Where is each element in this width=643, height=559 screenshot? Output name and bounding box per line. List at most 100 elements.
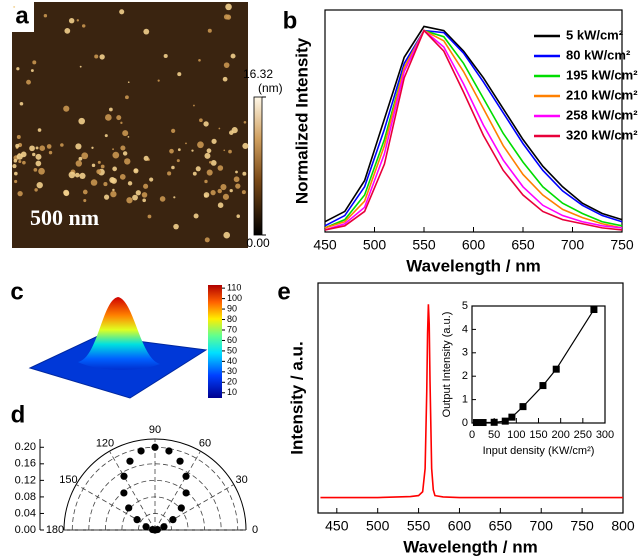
particle: [125, 95, 129, 100]
legend-label: 210 kW/cm²: [566, 87, 638, 102]
particle: [46, 144, 52, 149]
particle: [35, 160, 42, 167]
polar-spoke: [109, 450, 156, 531]
particle: [177, 72, 182, 77]
x-tick-label: 50: [488, 429, 500, 441]
data-point: [160, 523, 168, 531]
x-axis-title: Wavelength / nm: [406, 256, 540, 275]
y-axis-title: Intensity / a.u.: [287, 341, 306, 454]
data-point: [508, 413, 516, 421]
particle: [207, 28, 212, 33]
particle: [193, 213, 199, 219]
data-point: [479, 419, 487, 427]
data-point: [165, 447, 173, 455]
y-tick-label: 3: [462, 347, 468, 359]
particle: [122, 151, 128, 156]
y-tick-label: 2: [462, 370, 468, 382]
colorbar-tick-label: 0.00: [246, 236, 270, 250]
r-tick-label: 0.04: [15, 507, 36, 519]
particle: [75, 160, 82, 167]
particle: [103, 182, 108, 187]
particle: [127, 181, 133, 186]
particle: [103, 194, 110, 200]
particle: [211, 138, 217, 144]
particle: [243, 120, 247, 124]
particle: [43, 14, 48, 18]
x-tick-label: 500: [363, 237, 387, 253]
particle: [76, 19, 79, 22]
legend-label: 5 kW/cm²: [566, 27, 624, 42]
x-tick-label: 700: [530, 518, 554, 534]
colorbar-tick-label: 110: [227, 283, 241, 293]
data-point: [177, 504, 185, 512]
particle: [19, 101, 24, 106]
panel-label: c: [10, 278, 23, 305]
particle: [206, 169, 213, 176]
particle: [143, 183, 149, 189]
data-point: [137, 447, 145, 455]
particle: [135, 190, 141, 196]
particle: [63, 105, 70, 112]
series-line: [324, 29, 623, 229]
data-point: [182, 489, 190, 497]
particle: [60, 143, 64, 147]
particle: [195, 166, 201, 172]
x-tick-label: 650: [489, 518, 513, 534]
colorbar: [253, 96, 263, 236]
particle: [78, 156, 83, 161]
theta-tick-label: 30: [235, 474, 247, 486]
data-point: [501, 417, 509, 425]
colorbar-tick-label: 20: [227, 377, 237, 387]
particle: [75, 143, 82, 150]
colorbar-tick-label: 80: [227, 314, 237, 324]
particle: [173, 223, 179, 230]
particle: [112, 148, 114, 151]
particle: [143, 28, 150, 35]
x-tick-label: 200: [551, 429, 569, 441]
afm-image: [12, 2, 248, 248]
colorbar-tick-label: 100: [227, 293, 242, 303]
particle: [12, 164, 17, 169]
particle: [171, 128, 176, 134]
r-tick-label: 0.20: [15, 441, 36, 453]
data-point: [169, 516, 177, 524]
particle: [26, 79, 31, 85]
particle: [132, 194, 138, 201]
data-point: [539, 382, 547, 390]
particle: [163, 53, 168, 59]
particle: [109, 107, 113, 112]
particle: [79, 172, 86, 179]
particle: [22, 160, 26, 165]
data-point: [519, 403, 527, 411]
panel-label: a: [15, 2, 29, 29]
particle: [193, 104, 195, 107]
series-line: [324, 29, 623, 227]
particle: [127, 135, 130, 138]
particle: [169, 148, 174, 154]
particle: [17, 190, 23, 197]
colorbar-label: (nm): [258, 81, 283, 95]
particle: [105, 114, 112, 121]
r-tick-label: 0.08: [15, 491, 36, 503]
particle: [210, 160, 217, 166]
particle: [218, 127, 221, 130]
particle: [81, 152, 89, 160]
scale-bar-label: 500 nm: [30, 205, 99, 230]
particle: [223, 149, 226, 152]
particle: [91, 163, 96, 168]
particle: [38, 167, 45, 175]
afm-particles: [12, 3, 249, 243]
particle: [236, 214, 241, 218]
particle: [16, 153, 23, 160]
particle: [39, 145, 46, 152]
data-point: [490, 418, 498, 426]
series-line: [324, 29, 623, 231]
data-point: [552, 365, 560, 373]
x-tick-label: 450: [325, 518, 349, 534]
particle: [159, 196, 166, 202]
particle: [32, 152, 36, 157]
particle: [48, 150, 53, 155]
colorbar-tick-label: 40: [227, 356, 237, 366]
particle: [185, 142, 187, 145]
particle: [126, 197, 133, 204]
